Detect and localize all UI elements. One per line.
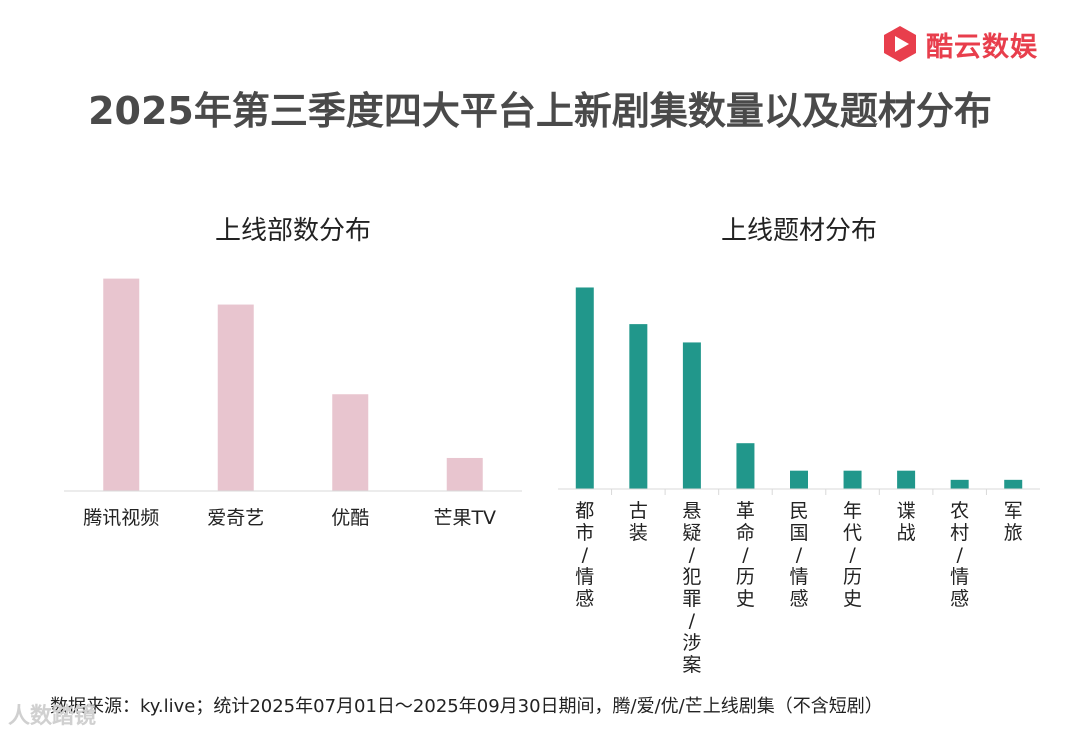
chart-title-platforms: 上线部数分布 [214, 216, 371, 246]
tick-label-genre-3: 革命/历史 [736, 500, 755, 610]
bar-genre-4 [790, 470, 808, 489]
tick-label-genre-8: 军旅 [1004, 500, 1023, 544]
data-source-note: 数据来源：ky.live；统计2025年07月01日～2025年09月30日期间… [50, 696, 883, 717]
tick-label-genre-1: 古装 [629, 500, 648, 544]
bar-platform-3 [446, 457, 483, 491]
platform-bar-chart: 腾讯视频 爱奇艺 优酷 芒果TV [64, 278, 522, 529]
page-title: 2025年第三季度四大平台上新剧集数量以及题材分布 [88, 89, 992, 133]
genre-bar-chart: 都市/情感 古装 悬疑/犯罪/涉案 革命/历史 民国/情感 年代/历史 谍战 农村/情感 军旅 [558, 287, 1040, 676]
bar-genre-2 [682, 342, 701, 489]
bar-genre-8 [1004, 479, 1023, 489]
bar-platform-1 [217, 304, 254, 491]
tick-label-platform-0: 腾讯视频 [83, 507, 159, 529]
tick-label-genre-2: 悬疑/犯罪/涉案 [682, 500, 701, 676]
bar-platform-2 [332, 394, 369, 491]
bar-genre-7 [950, 479, 969, 489]
tick-label-genre-7: 农村/情感 [950, 500, 969, 610]
chart-title-genres: 上线题材分布 [720, 216, 877, 246]
tick-label-genre-4: 民国/情感 [789, 500, 808, 610]
tick-label-genre-6: 谍战 [897, 500, 916, 544]
play-hexagon-icon [884, 26, 916, 62]
tick-label-platform-2: 优酷 [331, 507, 369, 529]
bar-genre-3 [736, 443, 755, 489]
tick-label-platform-3: 芒果TV [433, 507, 496, 529]
tick-label-genre-5: 年代/历史 [843, 500, 862, 610]
bar-platform-0 [103, 278, 140, 491]
bar-genre-5 [843, 470, 862, 489]
bar-genre-1 [629, 324, 648, 489]
tick-label-platform-1: 爱奇艺 [207, 507, 264, 529]
logo-text: 酷云数娱 [926, 31, 1038, 63]
tick-label-genre-0: 都市/情感 [575, 500, 594, 610]
watermark: 人数踏镜 [8, 704, 97, 729]
brand-logo: 酷云数娱 [880, 22, 1038, 66]
bar-genre-6 [897, 470, 916, 489]
bar-genre-0 [575, 287, 594, 489]
